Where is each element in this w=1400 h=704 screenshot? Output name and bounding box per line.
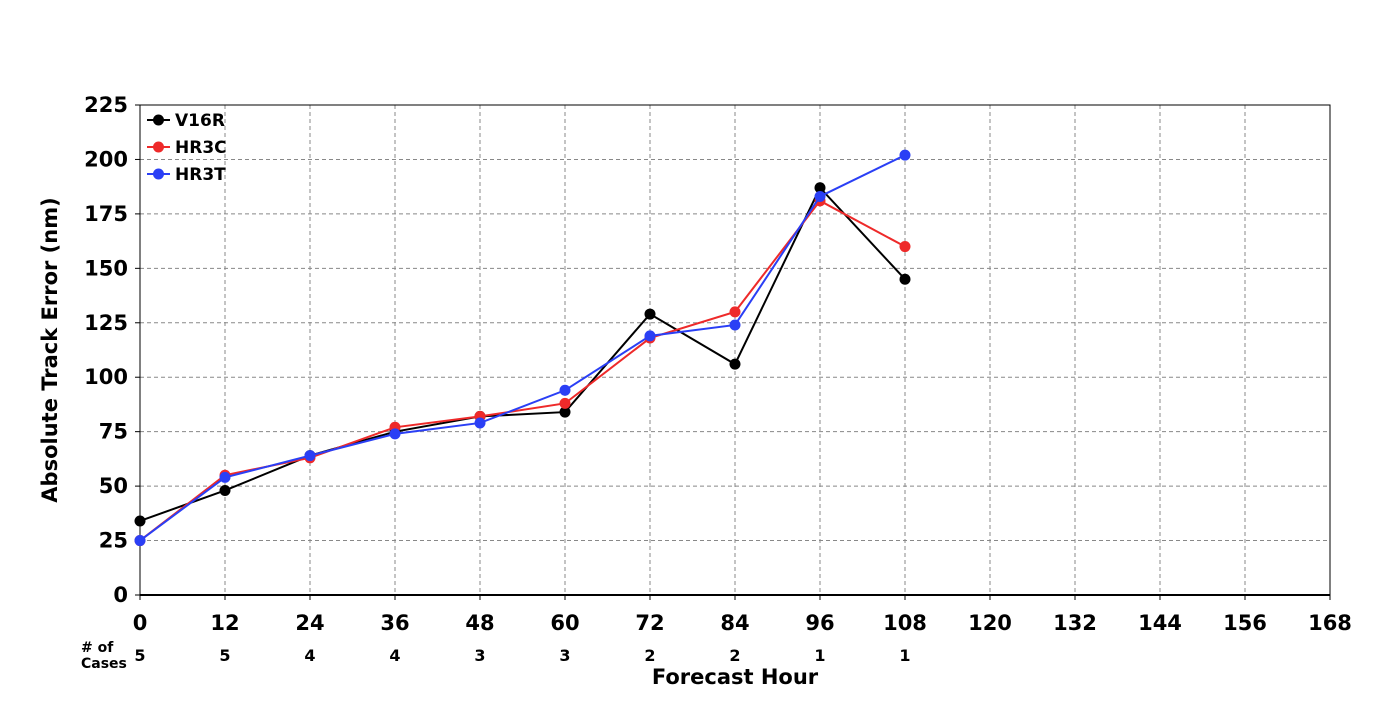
y-tick-label: 200 bbox=[84, 147, 128, 171]
series-line-hr3t bbox=[139, 154, 906, 542]
legend-marker-v16r bbox=[153, 114, 164, 126]
y-tick-label: 25 bbox=[99, 529, 128, 553]
data-point-hr3t bbox=[389, 428, 401, 440]
x-tick-label: 60 bbox=[550, 611, 579, 635]
data-point-v16r bbox=[814, 182, 826, 194]
case-count: 3 bbox=[559, 646, 570, 665]
y-tick-label: 125 bbox=[84, 311, 128, 335]
data-point-v16r bbox=[134, 515, 146, 527]
data-point-hr3t bbox=[814, 190, 826, 202]
y-tick-label: 100 bbox=[84, 365, 128, 389]
legend-marker-hr3t bbox=[153, 168, 164, 180]
data-point-hr3t bbox=[304, 450, 316, 462]
case-count: 4 bbox=[389, 646, 400, 665]
data-point-v16r bbox=[729, 358, 741, 370]
y-tick-label: 50 bbox=[99, 474, 128, 498]
case-count: 5 bbox=[134, 646, 145, 665]
data-point-hr3c bbox=[899, 241, 911, 253]
y-tick-label: 0 bbox=[113, 583, 128, 607]
x-tick-label: 36 bbox=[380, 611, 409, 635]
x-tick-label: 24 bbox=[295, 611, 324, 635]
x-tick-label: 84 bbox=[720, 611, 749, 635]
case-count: 5 bbox=[219, 646, 230, 665]
data-point-v16r bbox=[219, 484, 231, 496]
data-point-hr3c bbox=[559, 397, 571, 409]
x-axis-title: Forecast Hour bbox=[652, 665, 819, 689]
case-count: 4 bbox=[304, 646, 315, 665]
cases-label-line2: Cases bbox=[81, 656, 127, 672]
data-point-hr3t bbox=[474, 417, 486, 429]
legend-label-v16r: V16R bbox=[175, 111, 225, 131]
data-point-v16r bbox=[899, 273, 911, 285]
x-tick-label: 48 bbox=[465, 611, 494, 635]
data-point-hr3t bbox=[729, 319, 741, 331]
legend: V16R HR3C HR3T bbox=[147, 111, 227, 185]
legend-label-hr3t: HR3T bbox=[175, 165, 226, 185]
y-tick-label: 225 bbox=[84, 93, 128, 117]
x-tick-label: 108 bbox=[883, 611, 927, 635]
data-point-hr3t bbox=[644, 330, 656, 342]
x-tick-label: 12 bbox=[210, 611, 239, 635]
y-tick-label: 175 bbox=[84, 202, 128, 226]
x-tick-label: 72 bbox=[635, 611, 664, 635]
case-count: 1 bbox=[814, 646, 825, 665]
cases-label-line1: # of bbox=[81, 640, 114, 656]
case-count: 1 bbox=[899, 646, 910, 665]
series-line-v16r bbox=[139, 186, 906, 522]
case-count: 2 bbox=[729, 646, 740, 665]
x-tick-label: 156 bbox=[1223, 611, 1267, 635]
x-tick-label: 0 bbox=[133, 611, 148, 635]
data-point-v16r bbox=[644, 308, 656, 320]
y-tick-label: 150 bbox=[84, 256, 128, 280]
y-axis-title: Absolute Track Error (nm) bbox=[38, 197, 62, 502]
data-point-v16r bbox=[559, 406, 571, 418]
legend-label-hr3c: HR3C bbox=[175, 138, 227, 158]
x-tick-label: 168 bbox=[1308, 611, 1352, 635]
x-tick-label: 144 bbox=[1138, 611, 1182, 635]
x-tick-label: 132 bbox=[1053, 611, 1097, 635]
data-point-hr3t bbox=[559, 384, 571, 396]
series-group bbox=[134, 149, 911, 547]
cases-row: 5 5 4 4 3 3 2 2 1 1 bbox=[134, 646, 910, 665]
data-point-hr3t bbox=[899, 149, 911, 161]
case-count: 3 bbox=[474, 646, 485, 665]
data-point-hr3t bbox=[219, 471, 231, 483]
y-tick-label: 75 bbox=[99, 420, 128, 444]
grid-lines bbox=[140, 105, 1330, 595]
data-point-hr3c bbox=[729, 306, 741, 318]
x-tick-label: 96 bbox=[805, 611, 834, 635]
legend-marker-hr3c bbox=[153, 141, 164, 153]
axis-ticks: 0 12 24 36 48 60 72 84 96 108 120 132 144 156 168 0 25 50… bbox=[84, 93, 1352, 635]
data-point-hr3t bbox=[134, 535, 146, 547]
x-tick-label: 120 bbox=[968, 611, 1012, 635]
case-count: 2 bbox=[644, 646, 655, 665]
